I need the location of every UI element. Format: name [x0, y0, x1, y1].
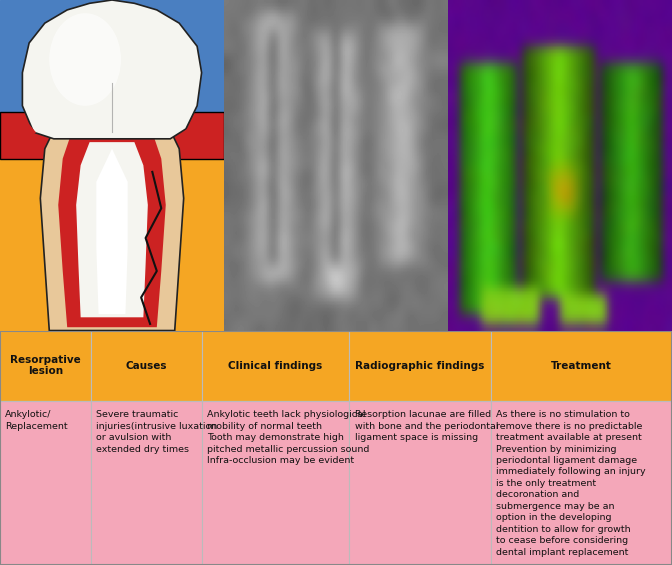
Text: Treatment: Treatment	[551, 360, 612, 371]
Text: As there is no stimulation to
remove there is no predictable
treatment available: As there is no stimulation to remove the…	[496, 410, 646, 557]
Bar	[0, 331, 91, 401]
Bar	[349, 331, 491, 401]
Text: Clinical findings: Clinical findings	[228, 360, 323, 371]
Text: Resorption lacunae are filled
with bone and the periodontal
ligament space is mi: Resorption lacunae are filled with bone …	[355, 410, 499, 442]
Bar	[91, 331, 202, 401]
FancyBboxPatch shape	[0, 112, 224, 159]
Polygon shape	[40, 125, 183, 331]
Text: Resorpative
lesion: Resorpative lesion	[10, 355, 81, 376]
Text: Causes: Causes	[126, 360, 167, 371]
Polygon shape	[76, 142, 148, 318]
Text: Radiographic findings: Radiographic findings	[355, 360, 485, 371]
Polygon shape	[58, 132, 166, 327]
Text: Ankylotic/
Replacement: Ankylotic/ Replacement	[5, 410, 68, 431]
Ellipse shape	[49, 13, 121, 106]
Bar	[349, 401, 491, 565]
Bar	[0, 125, 224, 331]
Text: Ankylotic teeth lack physiological
mobility of normal teeth
Tooth may demonstrat: Ankylotic teeth lack physiological mobil…	[207, 410, 370, 465]
Bar	[491, 331, 672, 401]
Text: Severe traumatic
injuries(intrusive luxation
or avulsion with
extended dry times: Severe traumatic injuries(intrusive luxa…	[96, 410, 217, 454]
Bar	[91, 401, 202, 565]
Bar	[491, 401, 672, 565]
Polygon shape	[96, 149, 128, 314]
Bar	[202, 331, 349, 401]
Bar	[0, 401, 91, 565]
Bar	[0, 0, 224, 139]
Polygon shape	[22, 0, 202, 139]
Bar	[202, 401, 349, 565]
